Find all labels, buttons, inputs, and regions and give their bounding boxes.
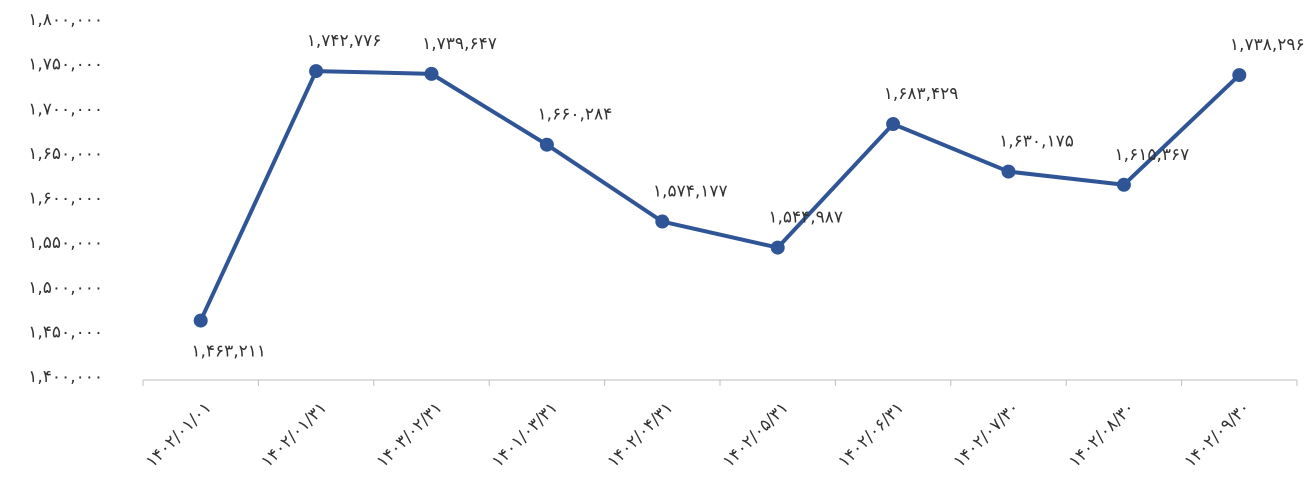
x-tick-label: ۱۴۰۲/۰۱/۰۱	[142, 398, 216, 472]
x-tick-label: ۱۴۰۳/۰۲/۳۱	[373, 398, 447, 472]
x-tick-label: ۱۴۰۲/۰۱/۳۱	[257, 398, 331, 472]
data-label: ۱,۷۳۹,۶۴۷	[422, 34, 497, 54]
data-label: ۱,۷۳۸,۲۹۶	[1230, 35, 1305, 55]
marker	[770, 240, 785, 255]
x-tick-label: ۱۴۰۲/۰۹/۳۰	[1180, 398, 1254, 472]
y-tick-label: ۱,۴۰۰,۰۰۰	[28, 367, 103, 387]
y-tick-label: ۱,۵۰۰,۰۰۰	[28, 278, 103, 298]
y-tick-label: ۱,۷۵۰,۰۰۰	[28, 55, 103, 75]
x-tick-label: ۱۴۰۲/۰۶/۳۱	[834, 398, 908, 472]
marker	[193, 313, 208, 328]
y-tick-label: ۱,۴۵۰,۰۰۰	[28, 322, 103, 342]
data-label: ۱,۵۷۴,۱۷۷	[653, 182, 728, 202]
data-label: ۱,۶۶۰,۲۸۴	[538, 105, 613, 125]
marker	[1116, 177, 1131, 192]
data-label: ۱,۶۸۳,۴۲۹	[884, 84, 959, 104]
data-label: ۱,۴۶۳,۲۱۱	[191, 342, 266, 362]
data-label: ۱,۵۴۴,۹۸۷	[768, 208, 843, 228]
marker	[539, 137, 554, 152]
y-tick-label: ۱,۶۰۰,۰۰۰	[28, 189, 103, 209]
line	[198, 69, 1241, 322]
y-tick-label: ۱,۷۰۰,۰۰۰	[28, 99, 103, 119]
x-tick-label: ۱۴۰۲/۰۵/۳۱	[719, 398, 793, 472]
x-tick-label: ۱۴۰۲/۰۸/۳۰	[1065, 398, 1139, 472]
y-tick-label: ۱,۸۰۰,۰۰۰	[28, 10, 103, 30]
marker	[309, 64, 324, 79]
y-tick-label: ۱,۶۵۰,۰۰۰	[28, 144, 103, 164]
marker	[655, 214, 670, 229]
x-tick-label: ۱۴۰۲/۰۷/۳۰	[950, 398, 1024, 472]
x-tick-label: ۱۴۰۲/۰۴/۳۱	[603, 398, 677, 472]
marker	[424, 66, 439, 81]
data-label: ۱,۶۳۰,۱۷۵	[999, 132, 1074, 152]
y-tick-label: ۱,۵۵۰,۰۰۰	[28, 233, 103, 253]
marker	[1232, 68, 1247, 83]
x-tick-label: ۱۴۰۱/۰۳/۳۱	[488, 398, 562, 472]
marker	[886, 117, 901, 132]
data-label: ۱,۶۱۵,۳۶۷	[1115, 145, 1190, 165]
marker	[1001, 164, 1016, 179]
data-label: ۱,۷۴۲,۷۷۶	[307, 31, 382, 51]
